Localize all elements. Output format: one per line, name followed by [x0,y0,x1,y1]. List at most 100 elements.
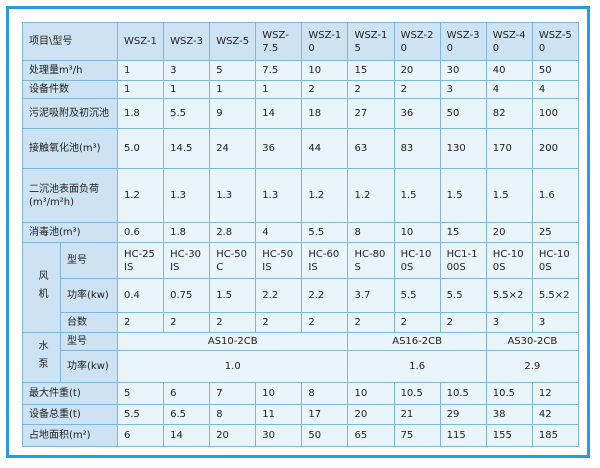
value-cell: 2 [116,312,165,333]
value-cell: 2 [255,312,303,333]
frame [6,6,590,458]
value-cell: 1.2 [116,168,165,223]
value-cell: 1.3 [163,168,211,223]
value-cell: 5.5 [163,98,211,129]
value-cell: 1.6 [347,350,487,383]
value-cell: 6 [163,382,211,405]
value-cell: 1.5 [439,168,487,223]
value-cell: 14 [163,424,211,447]
table-row: 功率(kw) 0.4 0.75 1.5 2.2 2.2 3.7 5.5 5.5 5.5×2 5.5×… [23,278,579,313]
value-cell: 2.2 [301,278,349,313]
value-cell: 1 [255,80,303,99]
value-cell: 50 [531,60,579,81]
value-cell: 2 [393,312,441,333]
value-cell: 2 [163,312,211,333]
value-cell: 2.8 [209,222,257,243]
value-cell: 5.5 [301,222,349,243]
table-row: 处理量m³/h 1 3 5 7.5 10 15 20 30 40 50 [22,60,579,81]
value-cell: 9 [209,98,257,129]
value-cell: 10.5 [485,382,533,405]
table-row: 项目\型号 WSZ-1 WSZ-3 WSZ-5 WSZ-7.5 WSZ-10 WSZ-15 W… [22,22,579,61]
spec-table: 项目\型号 WSZ-1 WSZ-3 WSZ-5 WSZ-7.5 WSZ-10 WSZ-15 W… [22,22,579,447]
value-cell: 65 [347,424,395,447]
value-cell: AS30-2CB [485,332,579,351]
value-cell: 5 [209,60,257,81]
value-cell: 1.2 [347,168,395,223]
model-header: WSZ-1 [116,22,165,61]
value-cell: 0.75 [163,278,211,313]
value-cell: 6 [116,424,165,447]
value-cell: HC-25IS [116,242,165,279]
value-cell: 5.5×2 [485,278,533,313]
model-header: WSZ-40 [485,22,533,61]
value-cell: 1.6 [531,168,579,223]
value-cell: 2 [301,312,349,333]
model-header: WSZ-15 [347,22,395,61]
table-row: 消毒池(m³) 0.6 1.8 2.8 4 5.5 8 10 15 20 25 [22,222,579,243]
value-cell: 0.6 [116,222,165,243]
model-header: WSZ-20 [393,22,441,61]
value-cell: 63 [347,128,395,169]
row-label: 污泥吸附及初沉池 [22,98,118,129]
row-label: 功率(kw) [60,350,118,383]
table-row: 占地面积(m²) 6 14 20 30 50 65 75 115 155 185 [22,424,579,447]
model-header: WSZ-7.5 [255,22,303,61]
value-cell: 2 [347,312,395,333]
table-row: 水泵 型号 AS10-2CB AS16-2CB AS30-2CB [22,332,579,383]
value-cell: 200 [531,128,579,169]
table-row: 台数 2 2 2 2 2 2 2 2 3 3 [23,312,579,333]
value-cell: 170 [485,128,533,169]
value-cell: 42 [531,404,579,425]
row-label: 功率(kw) [60,278,118,313]
value-cell: 155 [485,424,533,447]
value-cell: 7.5 [255,60,303,81]
value-cell: HC1-100S [439,242,487,279]
value-cell: 2 [439,312,487,333]
row-label: 型号 [60,332,118,351]
table-row: 设备总重(t) 5.5 6.5 8 11 17 20 21 29 38 42 [22,404,579,425]
value-cell: 1.8 [163,222,211,243]
value-cell: 2.2 [255,278,303,313]
value-cell: 3 [163,60,211,81]
model-header: WSZ-50 [531,22,579,61]
value-cell: 36 [255,128,303,169]
value-cell: 2 [301,80,349,99]
value-cell: 11 [255,404,303,425]
value-cell: 5 [116,382,165,405]
value-cell: 1.3 [209,168,257,223]
group-label: 水泵 [22,332,61,383]
value-cell: 100 [531,98,579,129]
value-cell: 25 [531,222,579,243]
value-cell: 30 [255,424,303,447]
row-label: 最大件重(t) [22,382,118,405]
value-cell: HC-80S [347,242,395,279]
value-cell: 15 [439,222,487,243]
model-header: WSZ-5 [209,22,257,61]
value-cell: 14.5 [163,128,211,169]
value-cell: 10 [301,60,349,81]
value-cell: AS16-2CB [347,332,487,351]
value-cell: 10.5 [393,382,441,405]
value-cell: 8 [301,382,349,405]
value-cell: 4 [485,80,533,99]
value-cell: 44 [301,128,349,169]
value-cell: 15 [347,60,395,81]
value-cell: 2 [347,80,395,99]
row-label: 消毒池(m³) [22,222,118,243]
value-cell: 5.5 [393,278,441,313]
value-cell: 27 [347,98,395,129]
value-cell: 12 [531,382,579,405]
value-cell: 1.2 [301,168,349,223]
value-cell: 21 [393,404,441,425]
value-cell: 1.0 [116,350,349,383]
value-cell: HC-50C [209,242,257,279]
value-cell: 1.5 [209,278,257,313]
value-cell: 6.5 [163,404,211,425]
value-cell: 20 [347,404,395,425]
value-cell: 50 [439,98,487,129]
group-label: 风机 [22,242,61,333]
value-cell: 10.5 [439,382,487,405]
value-cell: HC-60IS [301,242,349,279]
value-cell: 1 [116,60,165,81]
row-label: 接触氧化池(m³) [22,128,118,169]
